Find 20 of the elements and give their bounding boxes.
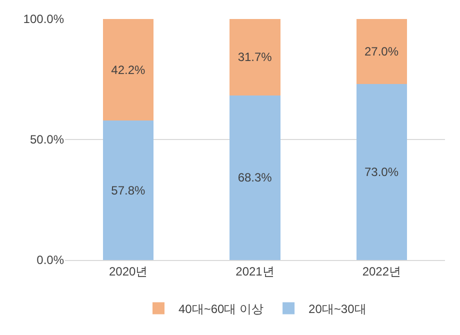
bar	[356, 84, 407, 260]
data-label: 31.7%	[238, 50, 272, 64]
data-label: 27.0%	[364, 44, 399, 59]
data-label: 68.3%	[238, 170, 272, 185]
y-tick-label: 0.0%	[36, 253, 64, 268]
bar	[103, 19, 154, 121]
x-tick-label: 2022년	[362, 264, 402, 278]
y-tick-label: 50.0%	[30, 132, 64, 147]
data-label: 57.8%	[111, 183, 146, 198]
x-tick-label: 2020년	[108, 264, 148, 278]
data-label: 42.2%	[111, 62, 146, 77]
bar	[230, 19, 280, 96]
bar	[103, 120, 154, 260]
legend-label: 40대~60대 이상	[178, 302, 264, 316]
legend-label: 20대~30대	[308, 302, 366, 316]
bar	[356, 19, 407, 84]
y-tick-label: 100.0%	[23, 12, 64, 26]
data-label: 73.0%	[364, 165, 399, 180]
bar	[230, 95, 280, 260]
x-tick-label: 2021년	[236, 264, 274, 278]
